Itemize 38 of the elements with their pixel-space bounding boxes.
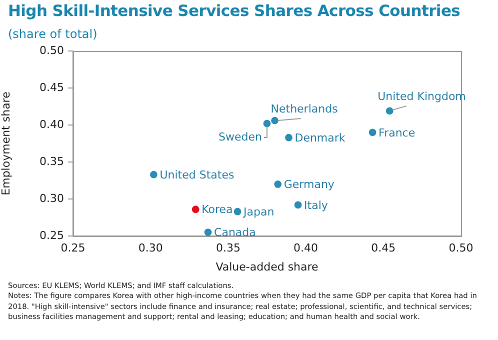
annotation: Denmark <box>294 131 346 144</box>
point <box>192 206 200 214</box>
y-tick-label: 0.45 <box>40 80 64 94</box>
x-tick-label: 0.25 <box>60 241 86 254</box>
x-tick-label: 0.40 <box>294 241 318 254</box>
x-tick-label: 0.45 <box>371 241 396 254</box>
point <box>150 170 158 178</box>
point <box>285 134 292 142</box>
annotation: Korea <box>202 203 233 216</box>
point <box>204 228 212 236</box>
x-tick-label: 0.30 <box>138 241 163 254</box>
y-tick-label: 0.50 <box>40 44 64 57</box>
annotation: Sweden <box>218 130 262 144</box>
annotation: Netherlands <box>270 102 338 116</box>
x-tick-label: 0.50 <box>448 241 474 254</box>
point <box>263 120 271 128</box>
point <box>294 201 302 209</box>
annotation: Japan <box>242 205 274 218</box>
point <box>271 116 278 124</box>
chart-title: High Skill-Intensive Services Shares Across Countries <box>8 2 460 20</box>
x-tick-label: 0.35 <box>216 241 240 254</box>
point <box>274 180 282 188</box>
point <box>368 128 376 136</box>
chart-subtitle: (share of total) <box>8 27 98 41</box>
y-tick-label: 0.25 <box>40 228 64 242</box>
point <box>386 107 394 115</box>
annotation: France <box>378 126 416 140</box>
point <box>234 208 242 216</box>
y-axis-title: Employment share <box>0 91 12 196</box>
annotation: Canada <box>214 226 256 240</box>
annotation: United Kingdom <box>378 90 466 103</box>
annotation: Germany <box>284 178 335 192</box>
x-axis-title: Value-added share <box>216 260 319 274</box>
y-tick-label: 0.35 <box>40 154 64 168</box>
annotation: United States <box>160 168 234 182</box>
y-tick-label: 0.40 <box>40 118 64 131</box>
y-tick-label: 0.30 <box>40 192 64 205</box>
annotation: Italy <box>304 198 328 212</box>
